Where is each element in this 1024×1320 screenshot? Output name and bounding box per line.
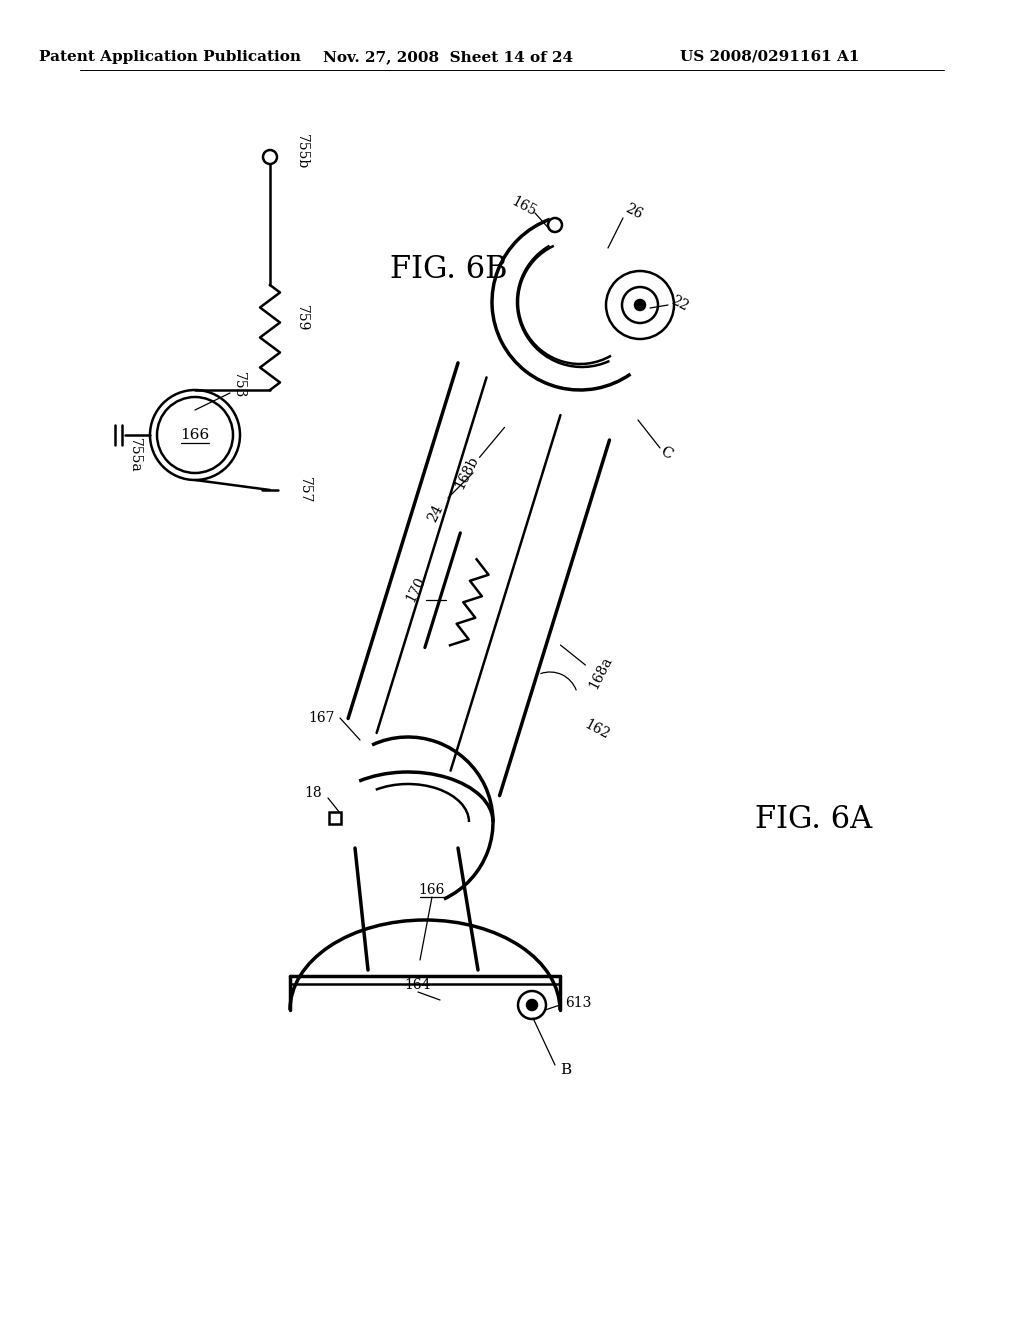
Text: 755b: 755b <box>295 135 309 170</box>
Text: C: C <box>657 444 675 462</box>
Text: 165: 165 <box>509 194 539 219</box>
Text: 753: 753 <box>232 372 246 399</box>
Text: 26: 26 <box>623 202 645 222</box>
Text: 757: 757 <box>298 477 312 503</box>
Text: 759: 759 <box>295 305 309 331</box>
Bar <box>329 812 341 824</box>
Circle shape <box>635 300 645 310</box>
Text: 162: 162 <box>582 718 612 742</box>
Text: 613: 613 <box>565 997 592 1010</box>
Circle shape <box>527 1001 537 1010</box>
Text: 166: 166 <box>419 883 445 898</box>
Text: Patent Application Publication: Patent Application Publication <box>39 50 301 63</box>
Text: FIG. 6B: FIG. 6B <box>390 255 508 285</box>
Text: 755a: 755a <box>128 438 142 473</box>
Text: US 2008/0291161 A1: US 2008/0291161 A1 <box>680 50 860 63</box>
Text: 18: 18 <box>304 785 322 800</box>
Text: Nov. 27, 2008  Sheet 14 of 24: Nov. 27, 2008 Sheet 14 of 24 <box>323 50 573 63</box>
Text: 168a: 168a <box>587 655 614 692</box>
Text: 166: 166 <box>180 428 210 442</box>
Text: 24: 24 <box>425 502 445 524</box>
Text: 170: 170 <box>403 574 428 605</box>
Text: 167: 167 <box>308 711 335 725</box>
Text: FIG. 6A: FIG. 6A <box>755 804 872 836</box>
Text: 168b: 168b <box>453 454 480 491</box>
Text: 22: 22 <box>669 294 691 314</box>
Text: 164: 164 <box>404 978 431 993</box>
Text: B: B <box>560 1063 571 1077</box>
